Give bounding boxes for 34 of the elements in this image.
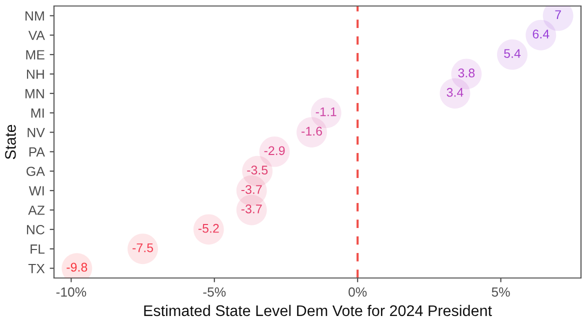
x-axis-title: Estimated State Level Dem Vote for 2024 President <box>144 304 492 316</box>
data-label: 3.8 <box>458 68 475 78</box>
y-tick-label: VA <box>28 30 45 40</box>
data-label: 6.4 <box>532 30 550 38</box>
y-tick-label: GA <box>26 166 45 176</box>
y-tick-label: ME <box>26 50 44 60</box>
y-tick-label: FL <box>30 244 45 254</box>
x-tick-label: -5% <box>203 287 226 297</box>
data-label: 3.4 <box>446 88 464 97</box>
y-tick-label: WI <box>28 186 44 196</box>
y-tick-label: MN <box>26 89 44 98</box>
y-tick-label: NV <box>28 128 45 138</box>
y-tick-label: TX <box>28 264 45 274</box>
y-tick-label: PA <box>29 147 45 156</box>
y-tick-label: MI <box>31 108 44 118</box>
data-label: 5.4 <box>504 49 521 58</box>
y-axis-title: State <box>5 124 16 160</box>
y-tick-label: NC <box>26 224 44 234</box>
y-tick-label: NH <box>26 70 44 79</box>
x-tick-label: -10% <box>56 287 86 297</box>
data-label: -3.5 <box>247 166 268 174</box>
x-tick-label: 5% <box>492 287 510 297</box>
data-label: -1.6 <box>302 126 322 136</box>
data-label: -5.2 <box>198 224 219 233</box>
data-label: -9.8 <box>66 262 88 272</box>
y-tick-label: NM <box>26 11 44 20</box>
data-label: 7 <box>555 10 561 19</box>
x-tick-label: 0% <box>348 287 367 297</box>
data-label: -3.7 <box>241 185 262 194</box>
data-label: -1.1 <box>316 107 336 116</box>
data-label: -2.9 <box>264 146 285 156</box>
data-label: -7.5 <box>132 243 154 252</box>
data-label: -3.7 <box>241 204 262 214</box>
y-tick-label: AZ <box>28 206 45 215</box>
